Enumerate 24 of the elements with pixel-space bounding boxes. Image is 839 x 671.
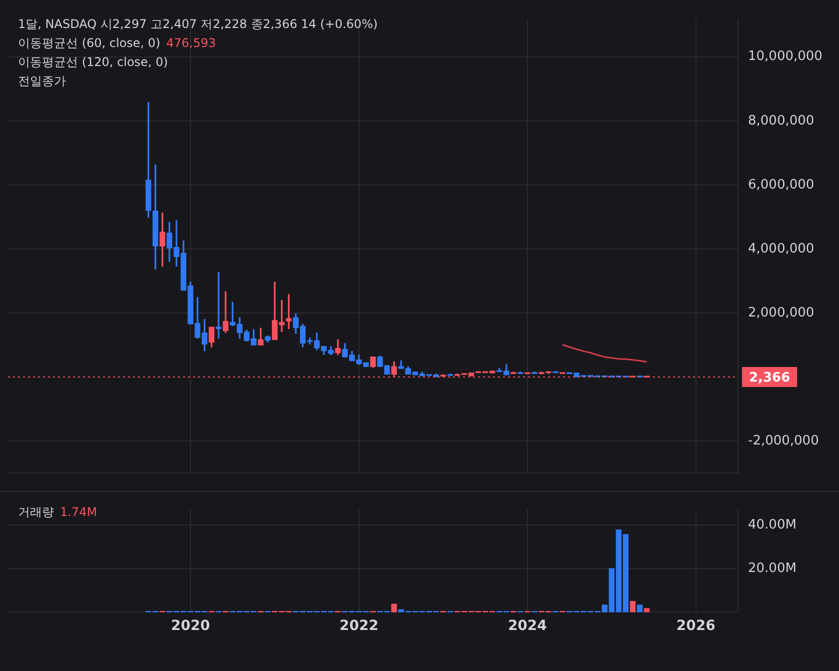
annotation: 이동평균선 (60, close, 0) bbox=[18, 36, 160, 50]
bar bbox=[644, 608, 650, 612]
x-tick-label: 2024 bbox=[508, 618, 548, 634]
x-tick-label: 2022 bbox=[339, 618, 378, 634]
ref-line-label: 2,366 bbox=[749, 370, 790, 386]
y-tick-label: 8,000,000 bbox=[748, 113, 814, 128]
y-tick-label: 10,000,000 bbox=[748, 49, 822, 64]
bar bbox=[391, 604, 397, 612]
annotation: 이동평균선 (120, close, 0) bbox=[18, 55, 168, 69]
bar bbox=[636, 604, 643, 612]
y-tick-label: -2,000,000 bbox=[748, 434, 819, 449]
y-tick-label: 6,000,000 bbox=[748, 177, 814, 192]
annotation: 전일종가 bbox=[18, 74, 66, 88]
x-tick-label: 2026 bbox=[676, 618, 716, 634]
bar bbox=[630, 600, 636, 612]
chart-title: 1달, NASDAQ 시2,297 고2,407 저2,228 종2,366 14 (+0.60%) bbox=[18, 17, 378, 31]
y-tick-label: 2,000,000 bbox=[748, 305, 814, 320]
y-tick-label: 20.00M bbox=[748, 561, 796, 576]
x-tick-label: 2020 bbox=[171, 618, 210, 634]
annotation: 1.74M bbox=[60, 505, 98, 519]
annotation: 거래량 bbox=[18, 505, 54, 519]
y-tick-label: 40.00M bbox=[748, 517, 796, 532]
y-tick-label: 4,000,000 bbox=[748, 241, 814, 256]
annotation: 476,593 bbox=[166, 36, 216, 50]
